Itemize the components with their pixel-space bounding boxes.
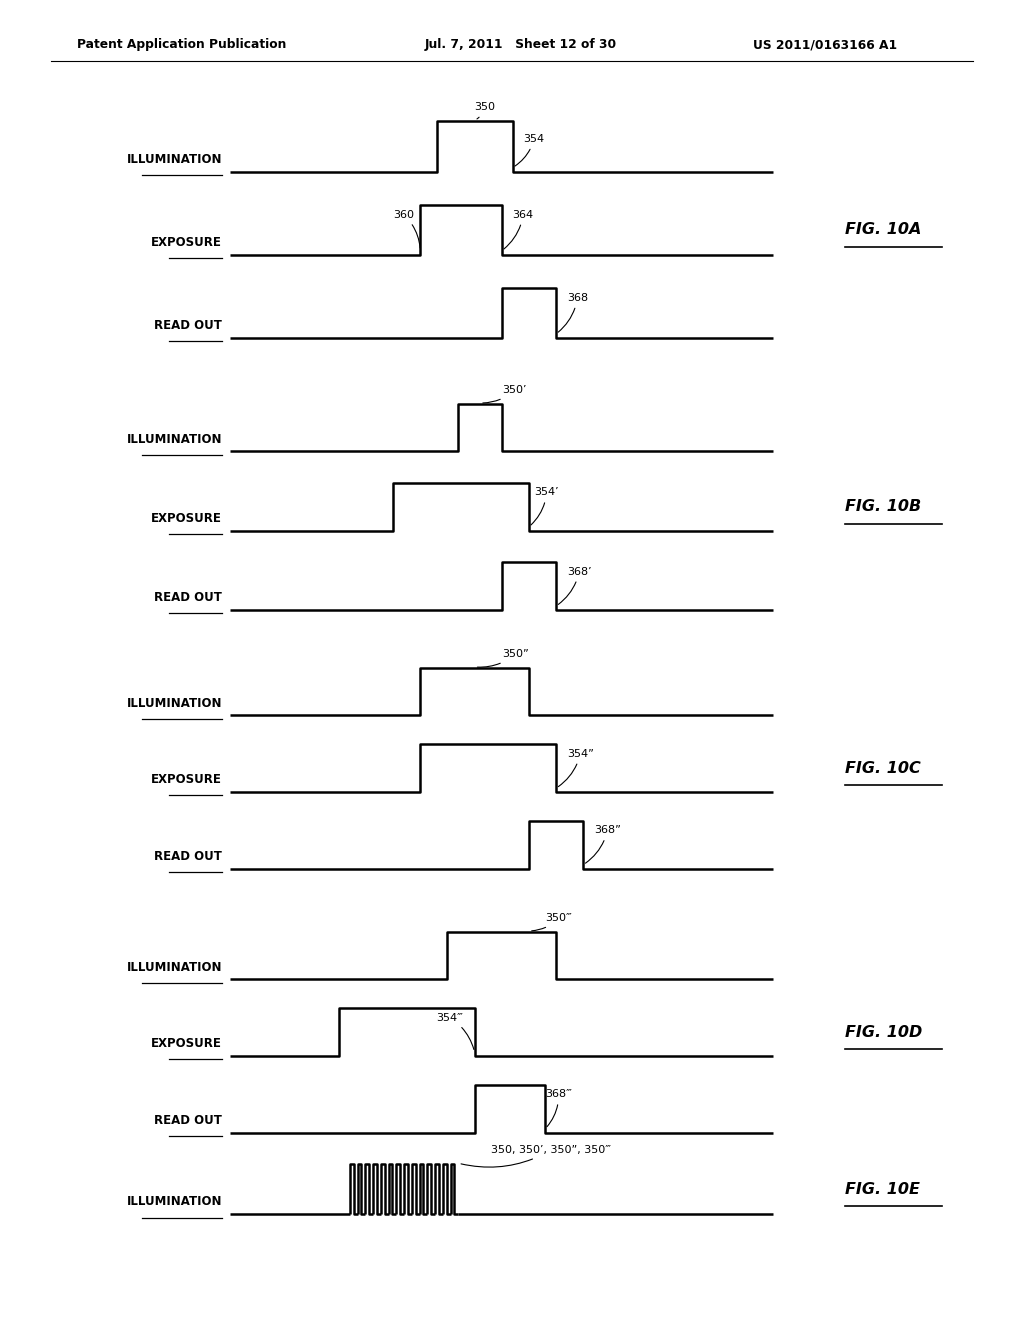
Text: EXPOSURE: EXPOSURE: [152, 774, 222, 787]
Text: US 2011/0163166 A1: US 2011/0163166 A1: [753, 38, 897, 51]
Text: READ OUT: READ OUT: [155, 1114, 222, 1127]
Text: EXPOSURE: EXPOSURE: [152, 1038, 222, 1051]
Text: 350’: 350’: [483, 385, 526, 403]
Text: EXPOSURE: EXPOSURE: [152, 512, 222, 525]
Text: ILLUMINATION: ILLUMINATION: [127, 961, 222, 974]
Text: READ OUT: READ OUT: [155, 591, 222, 605]
Text: ILLUMINATION: ILLUMINATION: [127, 433, 222, 446]
Text: 350”: 350”: [477, 649, 528, 667]
Text: FIG. 10D: FIG. 10D: [845, 1024, 922, 1040]
Text: READ OUT: READ OUT: [155, 850, 222, 863]
Text: 354’: 354’: [531, 487, 559, 525]
Text: 354‴: 354‴: [436, 1012, 474, 1049]
Text: 368: 368: [558, 293, 588, 333]
Text: ILLUMINATION: ILLUMINATION: [127, 1196, 222, 1208]
Text: 364: 364: [504, 210, 534, 249]
Text: 368’: 368’: [558, 566, 592, 605]
Text: 354”: 354”: [558, 748, 594, 787]
Text: FIG. 10C: FIG. 10C: [845, 760, 921, 776]
Text: FIG. 10B: FIG. 10B: [845, 499, 921, 515]
Text: 350: 350: [475, 103, 496, 119]
Text: 368‴: 368‴: [545, 1089, 572, 1127]
Text: EXPOSURE: EXPOSURE: [152, 236, 222, 248]
Text: FIG. 10A: FIG. 10A: [845, 222, 922, 238]
Text: 350‴: 350‴: [531, 913, 572, 931]
Text: ILLUMINATION: ILLUMINATION: [127, 153, 222, 165]
Text: ILLUMINATION: ILLUMINATION: [127, 697, 222, 710]
Text: 350, 350’, 350”, 350‴: 350, 350’, 350”, 350‴: [461, 1146, 611, 1167]
Text: Patent Application Publication: Patent Application Publication: [77, 38, 286, 51]
Text: 368”: 368”: [586, 825, 621, 863]
Text: 354: 354: [515, 135, 545, 166]
Text: READ OUT: READ OUT: [155, 319, 222, 331]
Text: FIG. 10E: FIG. 10E: [845, 1181, 920, 1197]
Text: Jul. 7, 2011   Sheet 12 of 30: Jul. 7, 2011 Sheet 12 of 30: [425, 38, 617, 51]
Text: 360: 360: [393, 210, 420, 248]
